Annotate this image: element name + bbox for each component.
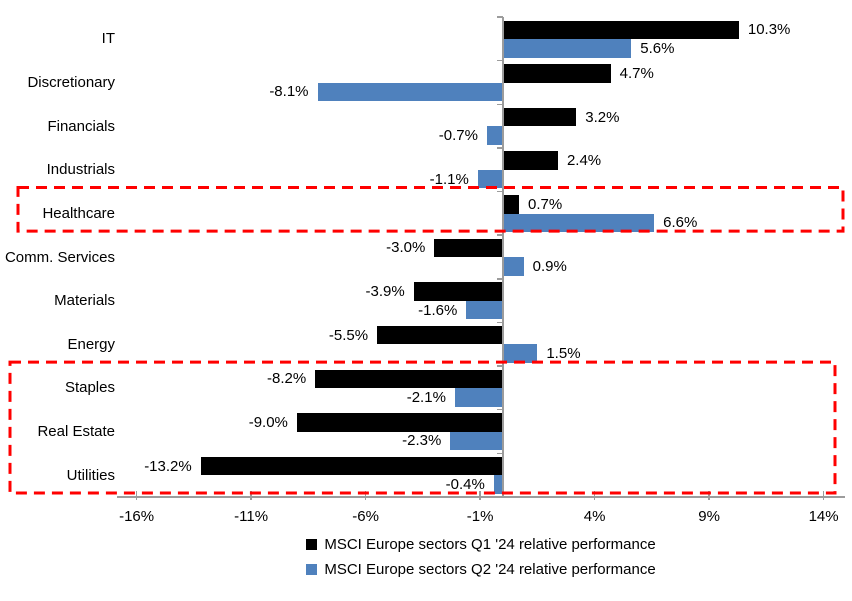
category-axis-tick [497,147,503,149]
category-axis-tick [497,234,503,236]
data-label-q2-financials: -0.7% [438,127,478,145]
category-axis-tick [497,103,503,106]
bar-q1-discretionary [503,64,611,83]
bar-q1-industrials [503,151,558,170]
highlight-box-healthcare-highlight [16,186,845,233]
x-axis-line [117,496,845,498]
category-label-discretionary: Discretionary [27,73,115,91]
category-label-comm-services: Comm. Services [4,248,115,266]
data-label-q1-staples: -8.2% [267,370,307,388]
category-label-staples: Staples [64,379,115,397]
category-axis-tick [497,365,503,367]
category-axis-tick [497,190,503,193]
bar-q1-it [503,20,739,39]
data-label-q2-utilities: -0.4% [445,476,485,494]
data-label-q1-materials: -3.9% [365,283,405,301]
data-label-q1-healthcare: 0.7% [528,195,563,213]
bar-q1-utilities [200,456,503,476]
data-label-q2-energy: 1.5% [546,345,581,363]
bar-q2-healthcare [503,213,655,233]
category-axis-tick [497,408,503,411]
category-label-industrials: Industrials [46,161,115,179]
data-label-q2-materials: -1.6% [418,301,458,319]
category-label-real-estate: Real Estate [37,423,115,441]
x-axis-tick [364,491,367,500]
x-axis-tick [593,491,596,500]
bar-q1-comm-services [434,238,503,258]
value-axis-line [502,17,504,497]
category-axis-tick [497,59,503,62]
x-axis-tick [708,491,710,500]
legend-item-q2: MSCI Europe sectors Q2 '24 relative perf… [306,561,656,578]
legend-label-q2: MSCI Europe sectors Q2 '24 relative perf… [324,561,656,578]
x-axis-tick [250,491,252,500]
x-axis-tick-label: -6% [352,508,379,525]
bar-q2-industrials [477,169,503,189]
bar-q2-comm-services [503,257,524,276]
x-axis-tick-label: -16% [119,508,155,525]
data-label-q1-real-estate: -9.0% [248,413,288,431]
data-label-q2-industrials: -1.1% [429,170,469,188]
bar-q2-real-estate [450,431,503,451]
bar-q2-discretionary [317,82,503,102]
category-label-energy: Energy [67,335,115,353]
category-label-it: IT [101,30,115,48]
category-label-healthcare: Healthcare [42,204,115,222]
chart-legend: MSCI Europe sectors Q1 '24 relative perf… [117,536,845,578]
x-axis-tick-label: 4% [583,508,606,525]
data-label-q1-discretionary: 4.7% [619,64,654,82]
bar-q2-financials [486,126,503,145]
bar-q2-staples [454,388,503,407]
data-label-q1-energy: -5.5% [328,326,369,344]
bar-q1-healthcare [503,195,520,214]
data-label-q1-it: 10.3% [747,21,791,39]
bar-q2-materials [466,300,503,320]
x-axis-tick-label: 9% [698,508,720,525]
data-label-q2-real-estate: -2.3% [402,432,442,450]
bar-q1-financials [503,107,577,127]
category-axis-tick [497,16,503,18]
data-label-q1-comm-services: -3.0% [386,239,426,257]
data-label-q1-industrials: 2.4% [566,152,602,170]
bar-q1-materials [413,282,503,301]
bar-q1-real-estate [296,413,503,432]
data-label-q2-it: 5.6% [640,39,675,57]
bar-q2-energy [503,344,538,363]
data-label-q2-staples: -2.1% [406,388,446,406]
data-label-q2-healthcare: 6.6% [663,214,698,232]
category-axis-tick [497,321,503,324]
bar-q1-energy [377,325,503,345]
legend-swatch-q2 [306,564,318,575]
category-label-utilities: Utilities [66,466,115,484]
x-axis-tick-label: -11% [234,508,269,525]
x-axis-tick-label: -1% [466,508,494,525]
x-axis-tick [479,491,481,500]
x-axis-tick [135,491,138,500]
bar-q2-it [503,39,632,58]
category-label-financials: Financials [47,117,115,135]
legend-swatch-q1 [306,539,318,550]
category-axis-tick [497,452,503,455]
data-label-q1-utilities: -13.2% [144,457,192,475]
legend-item-q1: MSCI Europe sectors Q1 '24 relative perf… [306,536,656,553]
x-axis-tick [822,491,825,500]
data-label-q1-financials: 3.2% [585,108,620,126]
data-label-q2-discretionary: -8.1% [269,83,309,101]
bar-q1-staples [315,369,503,389]
category-axis-tick [497,278,503,280]
category-label-materials: Materials [54,292,115,310]
data-label-q2-comm-services: 0.9% [532,257,567,275]
legend-label-q1: MSCI Europe sectors Q1 '24 relative perf… [324,536,656,553]
x-axis-tick-label: 14% [808,508,839,525]
